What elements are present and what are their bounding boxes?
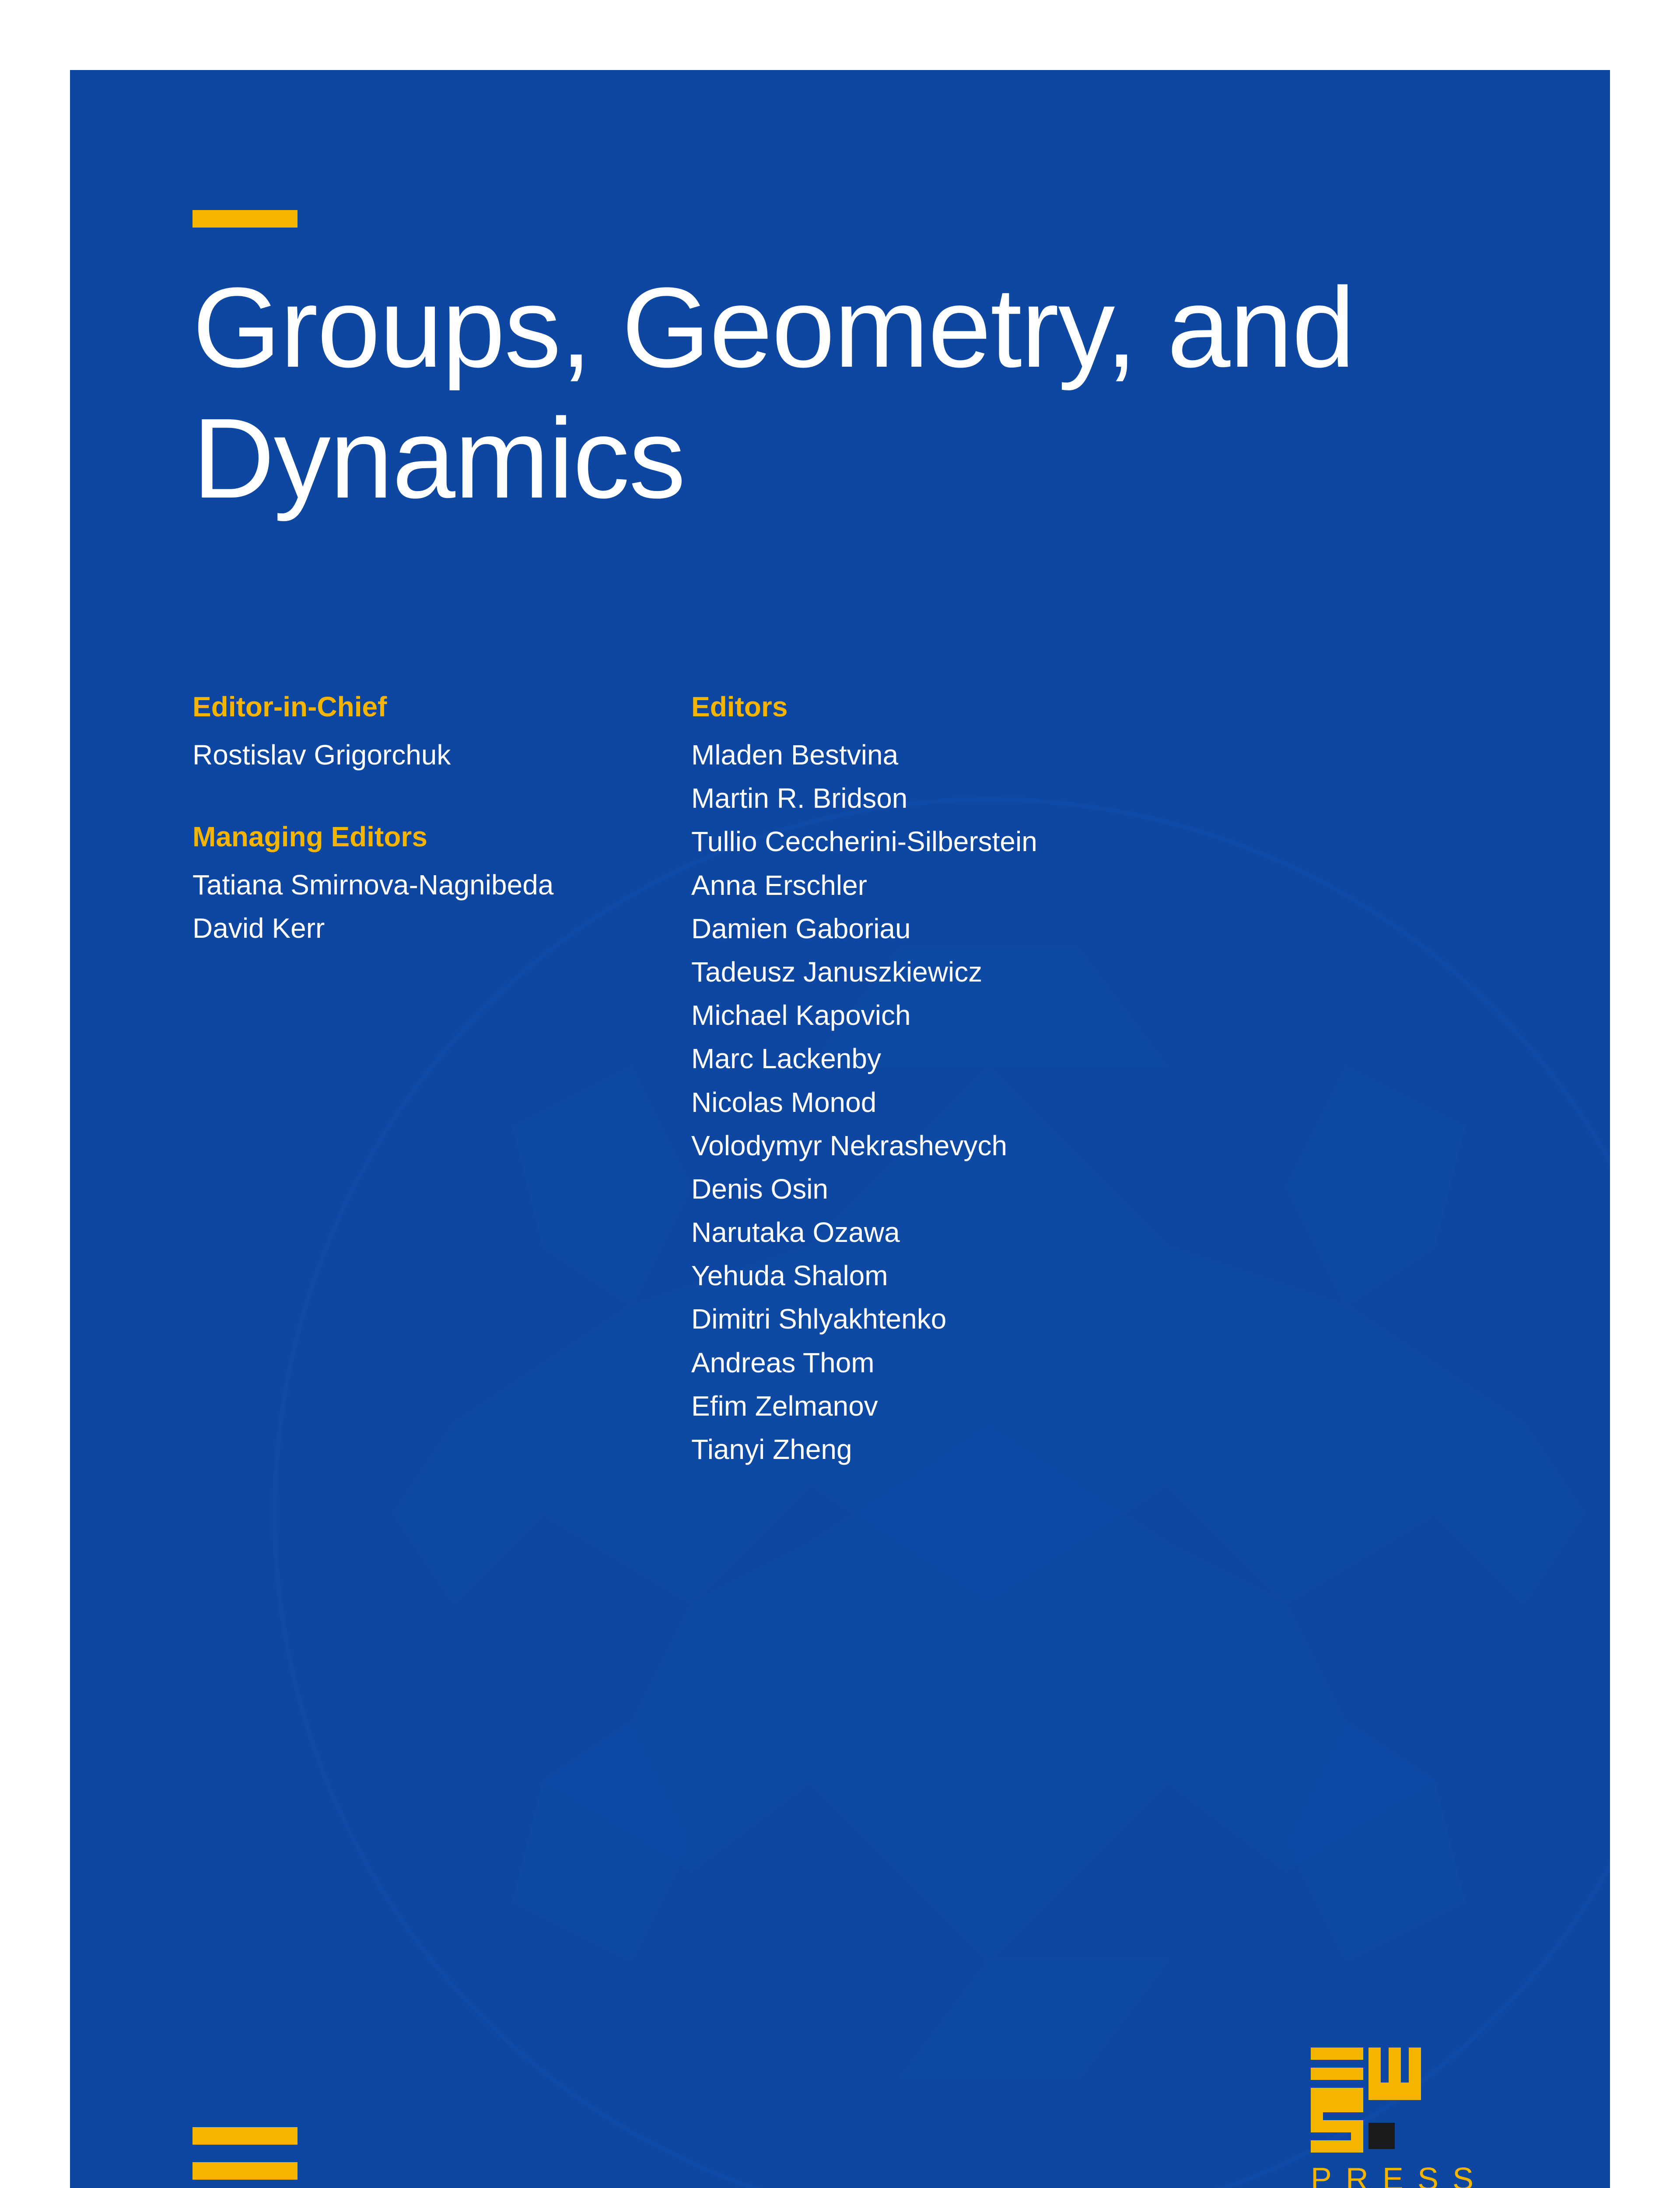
- person-name: Tatiana Smirnova-Nagnibeda: [192, 863, 630, 907]
- person-name: Narutaka Ozawa: [691, 1211, 1216, 1254]
- journal-cover: Groups, Geometry, and Dynamics Editor-in…: [70, 70, 1610, 2188]
- person-name: Martin R. Bridson: [691, 777, 1216, 820]
- person-name: Mladen Bestvina: [691, 733, 1216, 777]
- title-accent-bar: [192, 210, 298, 228]
- logo-letter-m: [1368, 2048, 1421, 2100]
- publisher-press-label: PRESS: [1311, 2161, 1488, 2188]
- bottom-accent-bars: [192, 2110, 298, 2180]
- person-name: Andreas Thom: [691, 1341, 1216, 1385]
- publisher-logo: PRESS: [1311, 2048, 1488, 2188]
- person-name: Denis Osin: [691, 1168, 1216, 1211]
- logo-letter-e: [1311, 2048, 1363, 2100]
- editors-list: Mladen BestvinaMartin R. BridsonTullio C…: [691, 733, 1216, 1471]
- person-name: Marc Lackenby: [691, 1037, 1216, 1080]
- editors-left-column: Editor-in-Chief Rostislav Grigorchuk Man…: [192, 691, 630, 1471]
- managing-editors-list: Tatiana Smirnova-NagnibedaDavid Kerr: [192, 863, 630, 950]
- page: Groups, Geometry, and Dynamics Editor-in…: [0, 0, 1680, 2188]
- person-name: Tullio Ceccherini-Silberstein: [691, 820, 1216, 863]
- person-name: Damien Gaboriau: [691, 907, 1216, 950]
- person-name: Tianyi Zheng: [691, 1428, 1216, 1471]
- editor-in-chief-label: Editor-in-Chief: [192, 691, 630, 723]
- person-name: Efim Zelmanov: [691, 1385, 1216, 1428]
- logo-letter-s: [1311, 2100, 1363, 2153]
- person-name: Yehuda Shalom: [691, 1254, 1216, 1297]
- editors-right-column: Editors Mladen BestvinaMartin R. Bridson…: [691, 691, 1216, 1471]
- person-name: Tadeusz Januszkiewicz: [691, 950, 1216, 994]
- editor-in-chief-list: Rostislav Grigorchuk: [192, 733, 630, 777]
- person-name: Michael Kapovich: [691, 994, 1216, 1037]
- journal-title: Groups, Geometry, and Dynamics: [192, 263, 1488, 524]
- editors-section: Editor-in-Chief Rostislav Grigorchuk Man…: [192, 691, 1488, 1471]
- person-name: David Kerr: [192, 907, 630, 950]
- person-name: Dimitri Shlyakhtenko: [691, 1297, 1216, 1341]
- person-name: Volodymyr Nekrashevych: [691, 1124, 1216, 1168]
- person-name: Anna Erschler: [691, 864, 1216, 907]
- person-name: Rostislav Grigorchuk: [192, 733, 630, 777]
- managing-editors-label: Managing Editors: [192, 820, 630, 853]
- editors-label: Editors: [691, 691, 1216, 723]
- person-name: Nicolas Monod: [691, 1081, 1216, 1124]
- ems-logo-icon: [1311, 2048, 1488, 2153]
- logo-square-icon: [1368, 2123, 1395, 2149]
